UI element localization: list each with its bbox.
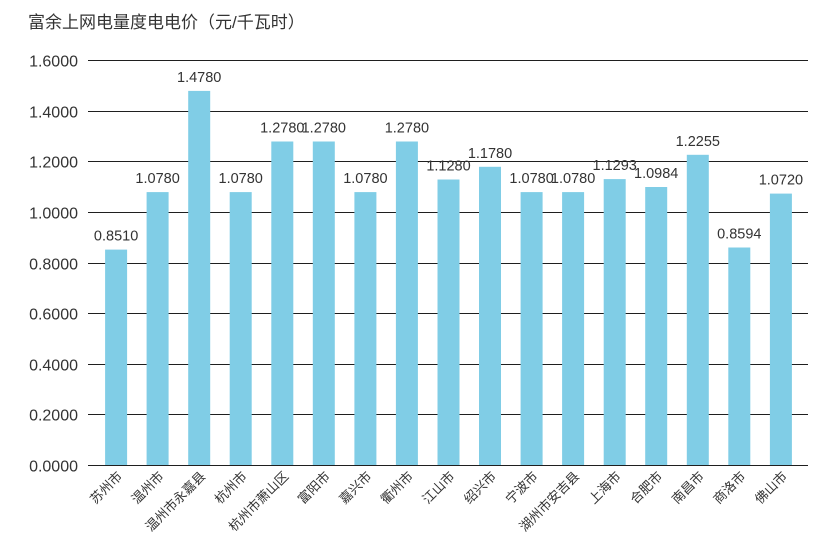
value-label: 1.0780 [135,171,179,187]
x-tick-label: 南昌市 [669,469,707,507]
y-tick-label: 1.6000 [29,54,78,71]
x-tick-label: 江山市 [419,469,457,507]
bar [146,192,169,465]
chart-title: 富余上网电量度电电价（元/千瓦时） [28,13,305,32]
x-tick-label: 富阳市 [295,469,333,507]
x-tick-label: 佛山市 [752,469,790,507]
x-tick-label: 合肥市 [627,469,665,507]
value-label: 1.0780 [551,171,595,187]
x-tick-label: 温州市 [129,469,167,507]
x-tick-label: 绍兴市 [461,469,499,507]
value-label: 1.0984 [634,166,678,182]
x-tick-label: 衢州市 [378,469,416,507]
value-label: 1.2780 [302,121,346,137]
bar [479,166,501,466]
bar [395,141,418,465]
value-label: 1.0720 [759,173,803,189]
value-label: 1.2255 [676,134,720,150]
value-label: 1.0780 [509,171,553,187]
value-label: 1.0780 [219,171,263,187]
bar [437,179,460,465]
value-label: 1.2780 [385,121,429,137]
y-tick-label: 0.0000 [29,459,78,476]
value-label: 1.4780 [177,70,221,86]
x-tick-label: 商洛市 [710,469,748,507]
bar [686,154,709,466]
x-tick-label: 杭州市 [212,469,250,507]
x-tick-label: 宁波市 [503,469,541,507]
y-tick-label: 0.8000 [29,257,78,274]
bars [105,90,792,466]
bar [105,249,128,465]
value-label: 1.1293 [593,158,637,174]
value-label: 1.2780 [260,121,304,137]
bar [520,192,543,465]
value-labels: 0.85101.07801.47801.07801.27801.27801.07… [94,70,803,245]
bar [229,192,252,465]
value-label: 1.0780 [343,171,387,187]
bar [188,90,211,466]
bar [769,193,792,465]
bar [271,141,294,465]
y-tick-label: 1.0000 [29,206,78,223]
y-tick-label: 1.4000 [29,105,78,122]
y-tick-label: 0.6000 [29,307,78,324]
x-tick-label: 嘉兴市 [336,469,374,507]
x-tick-label: 上海市 [586,469,624,507]
value-label: 0.8510 [94,229,138,245]
bar [562,192,585,465]
bar [728,247,751,465]
bar [645,187,668,465]
y-tick-label: 1.2000 [29,155,78,172]
bar [354,192,377,465]
y-tick-label: 0.2000 [29,408,78,425]
y-axis-ticks: 0.0000 0.2000 0.4000 0.6000 0.8000 1.0000 1.20… [29,54,78,476]
x-tick-label: 苏州市 [87,469,125,507]
value-label: 0.8594 [717,227,761,243]
bar [603,179,626,465]
value-label: 1.1280 [426,159,470,175]
y-tick-label: 0.4000 [29,358,78,375]
value-label: 1.1780 [468,146,512,162]
bar [312,141,335,465]
